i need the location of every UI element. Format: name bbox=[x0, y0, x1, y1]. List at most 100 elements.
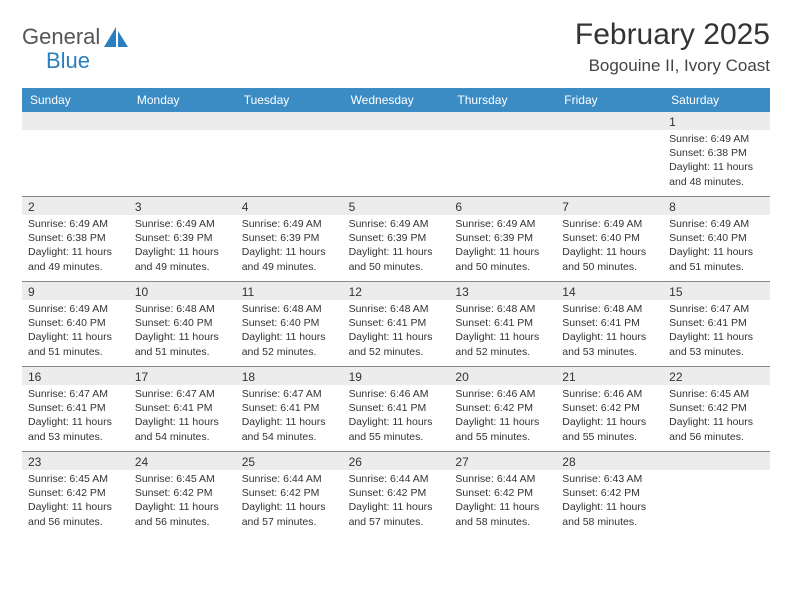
sunrise-line: Sunrise: 6:49 AM bbox=[28, 217, 123, 231]
day-header: Thursday bbox=[449, 88, 556, 112]
title-block: February 2025 Bogouine II, Ivory Coast bbox=[575, 18, 770, 76]
sunrise-line: Sunrise: 6:45 AM bbox=[28, 472, 123, 486]
sunset-line: Sunset: 6:41 PM bbox=[242, 401, 337, 415]
sunrise-line: Sunrise: 6:44 AM bbox=[349, 472, 444, 486]
daylight-line: Daylight: 11 hours and 50 minutes. bbox=[455, 245, 550, 273]
day-details: Sunrise: 6:49 AMSunset: 6:38 PMDaylight:… bbox=[663, 130, 770, 193]
day-cell: 9Sunrise: 6:49 AMSunset: 6:40 PMDaylight… bbox=[22, 282, 129, 366]
day-details: Sunrise: 6:48 AMSunset: 6:41 PMDaylight:… bbox=[556, 300, 663, 363]
sunrise-line: Sunrise: 6:49 AM bbox=[562, 217, 657, 231]
day-cell bbox=[449, 112, 556, 196]
sunset-line: Sunset: 6:42 PM bbox=[669, 401, 764, 415]
daylight-line: Daylight: 11 hours and 52 minutes. bbox=[455, 330, 550, 358]
logo-sail-icon bbox=[104, 27, 130, 47]
sunrise-line: Sunrise: 6:49 AM bbox=[135, 217, 230, 231]
daylight-line: Daylight: 11 hours and 49 minutes. bbox=[28, 245, 123, 273]
sunset-line: Sunset: 6:41 PM bbox=[28, 401, 123, 415]
day-details: Sunrise: 6:49 AMSunset: 6:40 PMDaylight:… bbox=[556, 215, 663, 278]
logo-word-1: General bbox=[22, 24, 100, 50]
sunset-line: Sunset: 6:42 PM bbox=[562, 486, 657, 500]
day-cell: 8Sunrise: 6:49 AMSunset: 6:40 PMDaylight… bbox=[663, 197, 770, 281]
day-number: 3 bbox=[129, 197, 236, 215]
daylight-line: Daylight: 11 hours and 55 minutes. bbox=[455, 415, 550, 443]
sunrise-line: Sunrise: 6:49 AM bbox=[349, 217, 444, 231]
day-number: 2 bbox=[22, 197, 129, 215]
sunset-line: Sunset: 6:38 PM bbox=[28, 231, 123, 245]
daylight-line: Daylight: 11 hours and 53 minutes. bbox=[669, 330, 764, 358]
daylight-line: Daylight: 11 hours and 48 minutes. bbox=[669, 160, 764, 188]
day-number: 22 bbox=[663, 367, 770, 385]
day-number: 4 bbox=[236, 197, 343, 215]
day-number: 27 bbox=[449, 452, 556, 470]
day-number bbox=[236, 112, 343, 130]
day-number: 10 bbox=[129, 282, 236, 300]
day-number bbox=[22, 112, 129, 130]
day-number: 23 bbox=[22, 452, 129, 470]
day-details: Sunrise: 6:47 AMSunset: 6:41 PMDaylight:… bbox=[129, 385, 236, 448]
page-header: General February 2025 Bogouine II, Ivory… bbox=[22, 18, 770, 76]
day-details: Sunrise: 6:44 AMSunset: 6:42 PMDaylight:… bbox=[449, 470, 556, 533]
daylight-line: Daylight: 11 hours and 54 minutes. bbox=[135, 415, 230, 443]
day-cell bbox=[236, 112, 343, 196]
daylight-line: Daylight: 11 hours and 50 minutes. bbox=[349, 245, 444, 273]
sunset-line: Sunset: 6:42 PM bbox=[242, 486, 337, 500]
day-details: Sunrise: 6:45 AMSunset: 6:42 PMDaylight:… bbox=[663, 385, 770, 448]
day-cell: 20Sunrise: 6:46 AMSunset: 6:42 PMDayligh… bbox=[449, 367, 556, 451]
sunrise-line: Sunrise: 6:47 AM bbox=[669, 302, 764, 316]
sunset-line: Sunset: 6:42 PM bbox=[28, 486, 123, 500]
sunrise-line: Sunrise: 6:49 AM bbox=[242, 217, 337, 231]
week-row: 23Sunrise: 6:45 AMSunset: 6:42 PMDayligh… bbox=[22, 451, 770, 536]
daylight-line: Daylight: 11 hours and 52 minutes. bbox=[349, 330, 444, 358]
day-number: 6 bbox=[449, 197, 556, 215]
day-cell bbox=[129, 112, 236, 196]
day-number: 15 bbox=[663, 282, 770, 300]
day-number bbox=[663, 452, 770, 470]
sunset-line: Sunset: 6:40 PM bbox=[135, 316, 230, 330]
sunset-line: Sunset: 6:41 PM bbox=[135, 401, 230, 415]
sunset-line: Sunset: 6:41 PM bbox=[562, 316, 657, 330]
sunrise-line: Sunrise: 6:49 AM bbox=[455, 217, 550, 231]
daylight-line: Daylight: 11 hours and 56 minutes. bbox=[135, 500, 230, 528]
sunrise-line: Sunrise: 6:48 AM bbox=[135, 302, 230, 316]
day-cell: 11Sunrise: 6:48 AMSunset: 6:40 PMDayligh… bbox=[236, 282, 343, 366]
daylight-line: Daylight: 11 hours and 58 minutes. bbox=[455, 500, 550, 528]
daylight-line: Daylight: 11 hours and 53 minutes. bbox=[28, 415, 123, 443]
day-details: Sunrise: 6:46 AMSunset: 6:42 PMDaylight:… bbox=[449, 385, 556, 448]
calendar-day-headers: SundayMondayTuesdayWednesdayThursdayFrid… bbox=[22, 88, 770, 112]
day-cell: 14Sunrise: 6:48 AMSunset: 6:41 PMDayligh… bbox=[556, 282, 663, 366]
sunrise-line: Sunrise: 6:48 AM bbox=[562, 302, 657, 316]
month-title: February 2025 bbox=[575, 18, 770, 52]
day-details: Sunrise: 6:48 AMSunset: 6:41 PMDaylight:… bbox=[343, 300, 450, 363]
day-cell: 3Sunrise: 6:49 AMSunset: 6:39 PMDaylight… bbox=[129, 197, 236, 281]
sunrise-line: Sunrise: 6:46 AM bbox=[455, 387, 550, 401]
day-cell: 1Sunrise: 6:49 AMSunset: 6:38 PMDaylight… bbox=[663, 112, 770, 196]
day-cell bbox=[22, 112, 129, 196]
week-row: 9Sunrise: 6:49 AMSunset: 6:40 PMDaylight… bbox=[22, 281, 770, 366]
day-details: Sunrise: 6:49 AMSunset: 6:40 PMDaylight:… bbox=[663, 215, 770, 278]
sunrise-line: Sunrise: 6:48 AM bbox=[349, 302, 444, 316]
sunrise-line: Sunrise: 6:49 AM bbox=[669, 217, 764, 231]
sunset-line: Sunset: 6:42 PM bbox=[455, 401, 550, 415]
day-number bbox=[556, 112, 663, 130]
day-cell: 2 Sunrise: 6:49 AMSunset: 6:38 PMDaylight… bbox=[22, 197, 129, 281]
day-cell: 10Sunrise: 6:48 AMSunset: 6:40 PMDayligh… bbox=[129, 282, 236, 366]
daylight-line: Daylight: 11 hours and 51 minutes. bbox=[669, 245, 764, 273]
day-cell: 21Sunrise: 6:46 AMSunset: 6:42 PMDayligh… bbox=[556, 367, 663, 451]
day-cell: 15 Sunrise: 6:47 AMSunset: 6:41 PMDayligh… bbox=[663, 282, 770, 366]
daylight-line: Daylight: 11 hours and 49 minutes. bbox=[135, 245, 230, 273]
day-details: Sunrise: 6:49 AMSunset: 6:40 PMDaylight:… bbox=[22, 300, 129, 363]
daylight-line: Daylight: 11 hours and 57 minutes. bbox=[349, 500, 444, 528]
sunset-line: Sunset: 6:40 PM bbox=[28, 316, 123, 330]
day-cell: 18Sunrise: 6:47 AMSunset: 6:41 PMDayligh… bbox=[236, 367, 343, 451]
day-details: Sunrise: 6:48 AMSunset: 6:40 PMDaylight:… bbox=[129, 300, 236, 363]
daylight-line: Daylight: 11 hours and 49 minutes. bbox=[242, 245, 337, 273]
daylight-line: Daylight: 11 hours and 57 minutes. bbox=[242, 500, 337, 528]
daylight-line: Daylight: 11 hours and 50 minutes. bbox=[562, 245, 657, 273]
sunset-line: Sunset: 6:39 PM bbox=[242, 231, 337, 245]
sunrise-line: Sunrise: 6:44 AM bbox=[242, 472, 337, 486]
day-cell: 26Sunrise: 6:44 AMSunset: 6:42 PMDayligh… bbox=[343, 452, 450, 536]
sunset-line: Sunset: 6:41 PM bbox=[669, 316, 764, 330]
day-details: Sunrise: 6:49 AMSunset: 6:39 PMDaylight:… bbox=[449, 215, 556, 278]
day-details: Sunrise: 6:48 AMSunset: 6:41 PMDaylight:… bbox=[449, 300, 556, 363]
calendar-body: 1Sunrise: 6:49 AMSunset: 6:38 PMDaylight… bbox=[22, 112, 770, 536]
